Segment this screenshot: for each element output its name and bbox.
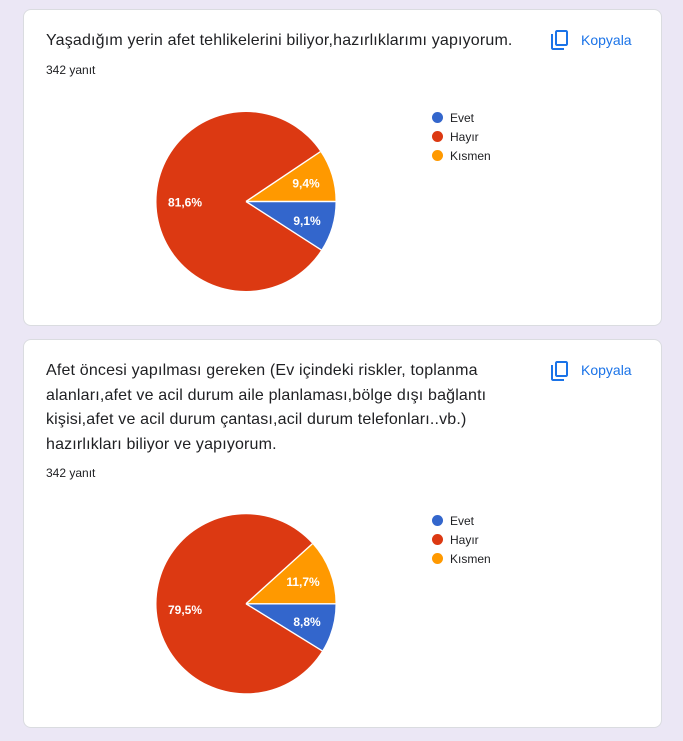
svg-text:8,8%: 8,8% (293, 615, 321, 629)
svg-text:9,1%: 9,1% (293, 214, 321, 228)
svg-text:11,7%: 11,7% (286, 575, 320, 589)
svg-text:81,6%: 81,6% (168, 196, 202, 210)
svg-text:79,5%: 79,5% (168, 603, 202, 617)
svg-text:9,4%: 9,4% (292, 177, 320, 191)
